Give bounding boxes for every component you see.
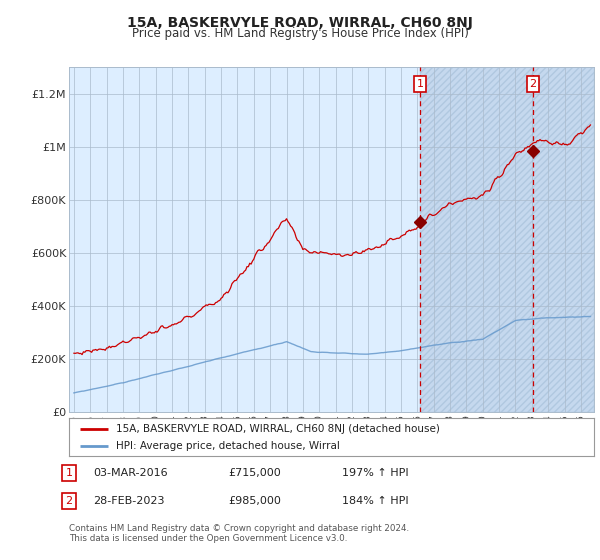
Text: £715,000: £715,000 [228,468,281,478]
Text: 15A, BASKERVYLE ROAD, WIRRAL, CH60 8NJ (detached house): 15A, BASKERVYLE ROAD, WIRRAL, CH60 8NJ (… [116,423,440,433]
Text: 2: 2 [530,80,537,89]
Text: 03-MAR-2016: 03-MAR-2016 [93,468,167,478]
Text: 1: 1 [65,468,73,478]
Text: 2: 2 [65,496,73,506]
Text: £985,000: £985,000 [228,496,281,506]
Text: Price paid vs. HM Land Registry's House Price Index (HPI): Price paid vs. HM Land Registry's House … [131,27,469,40]
Text: This data is licensed under the Open Government Licence v3.0.: This data is licensed under the Open Gov… [69,534,347,543]
Text: 184% ↑ HPI: 184% ↑ HPI [342,496,409,506]
Text: 197% ↑ HPI: 197% ↑ HPI [342,468,409,478]
Text: 28-FEB-2023: 28-FEB-2023 [93,496,164,506]
Bar [420,67,594,412]
Text: Contains HM Land Registry data © Crown copyright and database right 2024.: Contains HM Land Registry data © Crown c… [69,524,409,533]
Text: HPI: Average price, detached house, Wirral: HPI: Average price, detached house, Wirr… [116,441,340,451]
Text: 1: 1 [416,80,424,89]
Bar [420,67,594,412]
Text: 15A, BASKERVYLE ROAD, WIRRAL, CH60 8NJ: 15A, BASKERVYLE ROAD, WIRRAL, CH60 8NJ [127,16,473,30]
